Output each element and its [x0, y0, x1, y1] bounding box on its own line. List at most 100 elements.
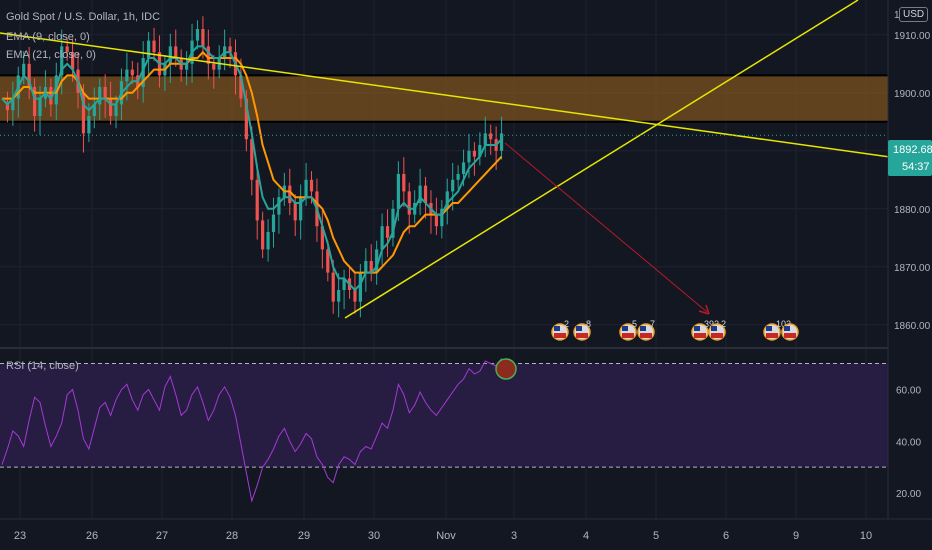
- candle-body-11: [60, 46, 64, 76]
- candle-body-1: [5, 104, 10, 111]
- price-tick-label-5: 1910.00: [894, 31, 931, 42]
- candle-body-75: [407, 191, 411, 215]
- candle-body-73: [396, 174, 400, 209]
- event-flag-canton-1: [576, 326, 582, 331]
- event-marker-6: 102: [763, 319, 791, 341]
- event-marker-1: 8: [573, 319, 591, 341]
- candle-body-20: [109, 98, 113, 116]
- resistance-zone: [0, 75, 888, 122]
- candle-body-10: [54, 75, 58, 105]
- event-marker-0: 2: [551, 319, 569, 341]
- event-flag-stripe-6: [766, 333, 778, 338]
- candle-body-86: [467, 150, 471, 163]
- candle-body-42: [228, 46, 232, 53]
- time-tick-label-2: 27: [156, 530, 168, 542]
- candle-body-81: [440, 208, 444, 227]
- event-marker-4: 392: [691, 319, 719, 341]
- candle-body-63: [342, 278, 346, 290]
- event-flag-stripe-4: [694, 333, 706, 338]
- candle-body-46: [250, 139, 254, 180]
- time-tick-label-4: 29: [298, 530, 310, 542]
- candle-body-28: [152, 40, 156, 53]
- price-tick-label-1: 1870.00: [894, 263, 931, 274]
- candle-body-9: [49, 87, 53, 105]
- time-tick-label-1: 26: [86, 530, 98, 542]
- event-count-6: 102: [776, 319, 791, 329]
- candle-body-38: [206, 46, 210, 64]
- time-tick-label-7: 3: [511, 530, 517, 542]
- event-flag-canton-4: [694, 326, 700, 331]
- candle-body-92: [499, 133, 504, 151]
- time-tick-label-3: 28: [226, 530, 238, 542]
- time-tick-label-6: Nov: [436, 530, 456, 542]
- candle-body-59: [320, 226, 324, 250]
- event-flag-canton-5: [711, 326, 717, 331]
- candle-body-53: [288, 185, 292, 203]
- candle-body-4: [22, 63, 26, 76]
- event-marker-7: [781, 323, 799, 341]
- event-flag-stripe-7: [784, 333, 796, 338]
- ema21-line: [2, 50, 503, 274]
- event-flag-canton-2: [622, 326, 628, 331]
- candle-body-88: [478, 145, 482, 157]
- candle-body-78: [423, 185, 428, 203]
- ascending-trendline[interactable]: [344, 0, 859, 319]
- candle-body-69: [375, 249, 379, 273]
- rsi-axis-ticks: 20.00 40.00 60.00: [896, 385, 921, 500]
- candle-body-7: [38, 98, 42, 116]
- price-axis-background: [888, 0, 932, 519]
- time-tick-label-0: 23: [14, 530, 26, 542]
- candle-body-84: [456, 174, 460, 180]
- rsi-tick-label-1: 40.00: [896, 437, 921, 448]
- event-flag-stripe-3: [640, 333, 652, 338]
- candle-body-49: [266, 232, 270, 250]
- time-tick-label-8: 4: [583, 530, 589, 542]
- time-tick-label-12: 10: [860, 530, 872, 542]
- event-flag-canton-3: [640, 326, 646, 331]
- candle-body-26: [141, 58, 145, 87]
- rsi-highlight-circle[interactable]: [495, 358, 517, 380]
- event-flag-stripe-1: [576, 333, 588, 338]
- time-tick-label-9: 5: [653, 530, 659, 542]
- candle-body-31: [168, 46, 172, 64]
- rsi-legend: RSI (14, close): [6, 360, 79, 372]
- candle-body-90: [489, 133, 493, 140]
- candle-body-47: [255, 179, 259, 221]
- event-flag-canton-6: [766, 326, 772, 331]
- candle-body-16: [87, 116, 91, 134]
- candle-body-12: [65, 46, 69, 53]
- candle-body-13: [70, 52, 75, 70]
- candle-body-24: [130, 69, 134, 76]
- candle-body-85: [461, 162, 466, 174]
- event-flag-canton-0: [554, 326, 560, 331]
- candle-body-5: [27, 63, 31, 87]
- candle-body-44: [239, 75, 243, 99]
- candle-body-62: [337, 290, 341, 302]
- projection-arrow-line[interactable]: [504, 142, 708, 313]
- price-tick-label-6: 1: [894, 10, 900, 21]
- event-markers: 2 8 5 7 392 2 102: [551, 319, 799, 341]
- candle-body-77: [418, 185, 422, 203]
- candle-body-36: [195, 29, 200, 41]
- candle-body-83: [451, 179, 455, 192]
- price-tick-label-2: 1880.00: [894, 205, 931, 216]
- candle-body-66: [358, 272, 362, 302]
- candle-body-74: [402, 174, 406, 192]
- descending-trendline[interactable]: [0, 32, 891, 158]
- rsi-tick-label-0: 20.00: [896, 489, 921, 500]
- candle-body-54: [293, 203, 297, 221]
- event-flag-stripe-0: [554, 333, 566, 338]
- currency-button[interactable]: USD: [899, 7, 929, 22]
- candle-body-19: [103, 87, 107, 99]
- candle-body-68: [369, 261, 373, 273]
- candle-body-2: [11, 98, 15, 111]
- candle-body-89: [483, 133, 487, 145]
- event-flag-canton-7: [784, 326, 790, 331]
- candle-body-37: [201, 29, 205, 47]
- last-price-tag: [888, 140, 932, 176]
- rsi-band: [0, 363, 888, 468]
- candle-body-56: [304, 179, 308, 198]
- event-marker-3: 7: [637, 319, 655, 341]
- candle-body-70: [380, 226, 384, 250]
